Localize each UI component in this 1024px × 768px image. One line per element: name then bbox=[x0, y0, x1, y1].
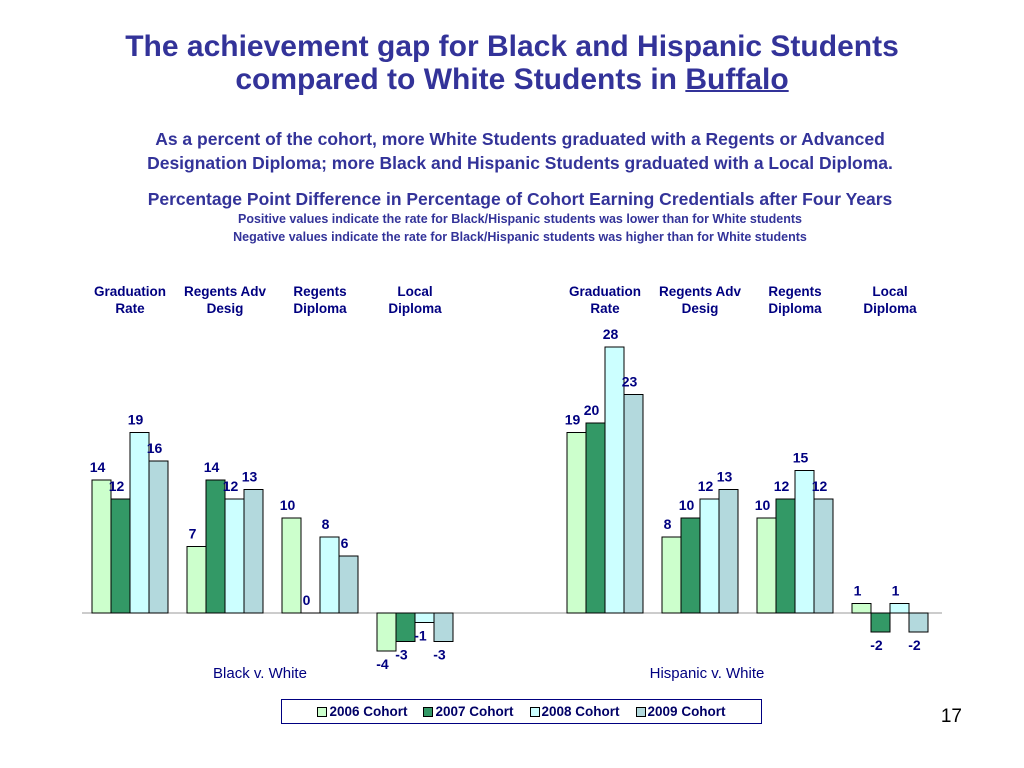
page-number: 17 bbox=[940, 706, 962, 727]
bar bbox=[338, 555, 359, 614]
bar-chart: Graduation Rate Regents Adv Desig Regents Dip… bbox=[82, 284, 942, 682]
subtitle-line-1: As a percent of the cohort, more White S… bbox=[155, 129, 885, 149]
data-label: -4 bbox=[376, 656, 389, 672]
bar bbox=[623, 394, 644, 614]
data-label: 12 bbox=[223, 478, 239, 494]
data-label: 6 bbox=[341, 535, 349, 551]
data-label: -1 bbox=[414, 628, 427, 644]
data-label: -2 bbox=[870, 637, 883, 653]
bar bbox=[756, 517, 777, 614]
bar bbox=[319, 536, 340, 614]
category-label: Regents Diploma bbox=[293, 284, 347, 316]
legend-item-2009: 2009 Cohort bbox=[635, 704, 726, 719]
data-label: 0 bbox=[303, 592, 311, 608]
data-label: 15 bbox=[793, 450, 809, 466]
data-label: 10 bbox=[755, 497, 771, 513]
data-label: 14 bbox=[204, 459, 220, 475]
category-label: Regents Adv Desig bbox=[184, 284, 267, 316]
subtitle-line-2: Designation Diploma; more Black and Hisp… bbox=[147, 153, 893, 173]
bar bbox=[908, 612, 929, 633]
category-label: Graduation Rate bbox=[94, 284, 166, 316]
data-label: 16 bbox=[147, 440, 163, 456]
bar bbox=[680, 517, 701, 614]
category-label: Graduation Rate bbox=[569, 284, 641, 316]
bar bbox=[281, 517, 302, 614]
bar bbox=[661, 536, 682, 614]
data-label: 10 bbox=[679, 497, 695, 513]
data-label: 12 bbox=[812, 478, 828, 494]
data-label: 7 bbox=[189, 526, 197, 542]
bar bbox=[699, 498, 720, 614]
bar bbox=[566, 432, 587, 614]
data-label: 19 bbox=[128, 412, 144, 428]
title-city: Buffalo bbox=[685, 63, 789, 96]
data-label: -2 bbox=[908, 637, 921, 653]
data-label: 8 bbox=[322, 516, 330, 532]
legend-swatch-2006 bbox=[317, 706, 328, 717]
data-label: 1 bbox=[892, 583, 900, 599]
data-label: -3 bbox=[433, 647, 446, 663]
legend-item-2008: 2008 Cohort bbox=[529, 704, 620, 719]
bar bbox=[224, 498, 245, 614]
bar bbox=[395, 612, 416, 642]
data-label: 20 bbox=[584, 402, 600, 418]
bar bbox=[775, 498, 796, 614]
bar bbox=[376, 612, 397, 652]
bar bbox=[243, 489, 264, 614]
data-label: 23 bbox=[622, 374, 638, 390]
data-label: 14 bbox=[90, 459, 106, 475]
bar bbox=[813, 498, 834, 614]
category-label: Regents Adv Desig bbox=[659, 284, 742, 316]
note-positive: Positive values indicate the rate for Bl… bbox=[237, 212, 803, 226]
data-label: 12 bbox=[698, 478, 714, 494]
bar bbox=[718, 489, 739, 614]
legend-swatch-2008 bbox=[529, 706, 540, 717]
legend-label-2009: 2009 Cohort bbox=[647, 704, 726, 719]
legend-item-2006: 2006 Cohort bbox=[317, 704, 407, 719]
data-label: 13 bbox=[242, 469, 258, 485]
slide-subtitle: As a percent of the cohort, more White S… bbox=[80, 127, 960, 175]
data-label: 13 bbox=[717, 469, 733, 485]
note-negative: Negative values indicate the rate for Bl… bbox=[233, 230, 807, 244]
group-label: Hispanic v. White bbox=[650, 665, 765, 682]
data-label: 10 bbox=[280, 497, 296, 513]
bar bbox=[585, 422, 606, 614]
data-label: 1 bbox=[854, 583, 862, 599]
data-label: 12 bbox=[774, 478, 790, 494]
category-label: Local Diploma bbox=[863, 284, 917, 316]
bar bbox=[851, 603, 872, 614]
bar bbox=[91, 479, 112, 614]
chart-heading: Percentage Point Difference in Percentag… bbox=[147, 189, 893, 209]
title-line-2-prefix: compared to White Students in bbox=[235, 63, 686, 96]
bar bbox=[129, 432, 150, 614]
legend-label-2008: 2008 Cohort bbox=[541, 704, 620, 719]
bar bbox=[186, 546, 207, 614]
bar bbox=[433, 612, 454, 642]
data-label: 19 bbox=[565, 412, 581, 428]
category-label: Local Diploma bbox=[388, 284, 442, 316]
legend-swatch-2009 bbox=[635, 706, 646, 717]
legend-label-2006: 2006 Cohort bbox=[329, 704, 408, 719]
title-line-1: The achievement gap for Black and Hispan… bbox=[125, 30, 899, 63]
slide-title: The achievement gap for Black and Hispan… bbox=[0, 30, 1024, 96]
bar bbox=[870, 612, 891, 633]
data-label: 12 bbox=[109, 478, 125, 494]
category-label: Regents Diploma bbox=[768, 284, 822, 316]
bar bbox=[414, 612, 435, 623]
data-label: 28 bbox=[603, 326, 619, 342]
bar bbox=[889, 603, 910, 614]
title-line-2: compared to White Students in Buffalo bbox=[0, 63, 1024, 96]
group-label: Black v. White bbox=[213, 665, 307, 682]
legend-label-2007: 2007 Cohort bbox=[435, 704, 514, 719]
chart-legend: 2006 Cohort 2007 Cohort 2008 Cohort 2009… bbox=[281, 699, 762, 724]
legend-item-2007: 2007 Cohort bbox=[423, 704, 514, 719]
bar bbox=[110, 498, 131, 614]
data-label: 8 bbox=[664, 516, 672, 532]
bar bbox=[148, 460, 169, 614]
bar bbox=[205, 479, 226, 614]
data-label: -3 bbox=[395, 647, 408, 663]
legend-swatch-2007 bbox=[423, 706, 434, 717]
